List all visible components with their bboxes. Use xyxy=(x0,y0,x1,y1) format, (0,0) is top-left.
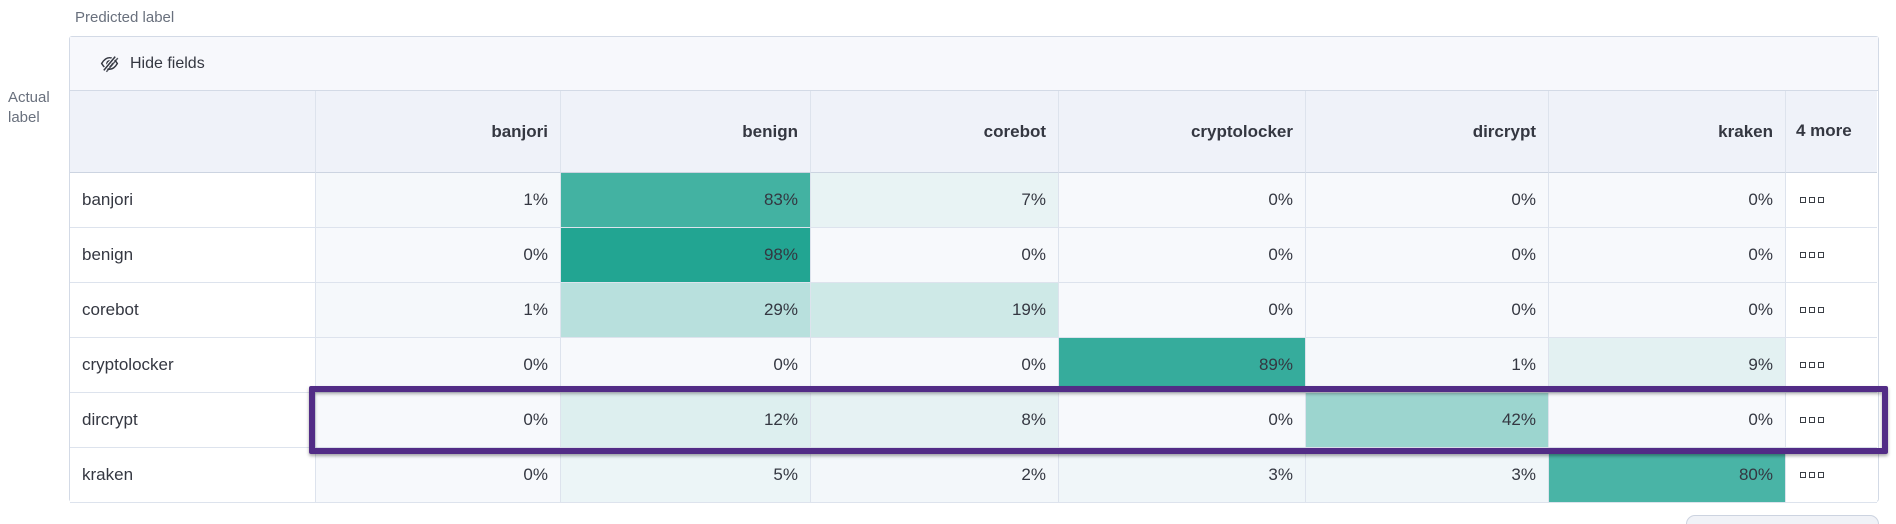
boxes-horizontal-icon xyxy=(1818,197,1824,203)
cell-cryptolocker-benign[interactable]: 0% xyxy=(561,338,811,393)
cell-banjori-corebot[interactable]: 7% xyxy=(811,173,1059,228)
boxes-horizontal-icon xyxy=(1809,472,1815,478)
hide-fields-button[interactable]: Hide fields xyxy=(70,37,1878,91)
cell-banjori-cryptolocker[interactable]: 0% xyxy=(1059,173,1306,228)
boxes-horizontal-icon xyxy=(1818,417,1824,423)
predicted-label-axis-title: Predicted label xyxy=(75,9,175,26)
cell-benign-cryptolocker[interactable]: 0% xyxy=(1059,228,1306,283)
cell-dircrypt-kraken[interactable]: 0% xyxy=(1549,393,1786,448)
row-actions-button-benign[interactable] xyxy=(1800,252,1824,258)
cell-corebot-cryptolocker[interactable]: 0% xyxy=(1059,283,1306,338)
row-actions-button-cryptolocker[interactable] xyxy=(1800,362,1824,368)
boxes-horizontal-icon xyxy=(1800,362,1806,368)
column-header-dircrypt[interactable]: dircrypt xyxy=(1306,91,1549,173)
cell-cryptolocker-dircrypt[interactable]: 1% xyxy=(1306,338,1549,393)
cell-dircrypt-banjori[interactable]: 0% xyxy=(316,393,561,448)
boxes-horizontal-icon xyxy=(1818,362,1824,368)
cell-kraken-corebot[interactable]: 2% xyxy=(811,448,1059,503)
cell-kraken-kraken[interactable]: 80% xyxy=(1549,448,1786,503)
horizontal-scrollbar-thumb[interactable] xyxy=(1686,515,1879,524)
cell-kraken-dircrypt[interactable]: 3% xyxy=(1306,448,1549,503)
boxes-horizontal-icon xyxy=(1818,472,1824,478)
cell-banjori-kraken[interactable]: 0% xyxy=(1549,173,1786,228)
cell-dircrypt-benign[interactable]: 12% xyxy=(561,393,811,448)
boxes-horizontal-icon xyxy=(1809,362,1815,368)
row-label-dircrypt[interactable]: dircrypt xyxy=(70,393,316,448)
row-label-banjori[interactable]: banjori xyxy=(70,173,316,228)
row-actions-button-kraken[interactable] xyxy=(1800,472,1824,478)
cell-kraken-cryptolocker[interactable]: 3% xyxy=(1059,448,1306,503)
row-actions-button-corebot[interactable] xyxy=(1800,307,1824,313)
cell-corebot-kraken[interactable]: 0% xyxy=(1549,283,1786,338)
cell-dircrypt-cryptolocker[interactable]: 0% xyxy=(1059,393,1306,448)
boxes-horizontal-icon xyxy=(1800,252,1806,258)
cell-corebot-dircrypt[interactable]: 0% xyxy=(1306,283,1549,338)
cell-banjori-dircrypt[interactable]: 0% xyxy=(1306,173,1549,228)
cell-benign-banjori[interactable]: 0% xyxy=(316,228,561,283)
boxes-horizontal-icon xyxy=(1800,417,1806,423)
row-label-kraken[interactable]: kraken xyxy=(70,448,316,503)
row-label-benign[interactable]: benign xyxy=(70,228,316,283)
cell-banjori-benign[interactable]: 83% xyxy=(561,173,811,228)
cell-benign-dircrypt[interactable]: 0% xyxy=(1306,228,1549,283)
row-actions-cell-corebot xyxy=(1786,283,1877,338)
boxes-horizontal-icon xyxy=(1818,307,1824,313)
cell-benign-corebot[interactable]: 0% xyxy=(811,228,1059,283)
boxes-horizontal-icon xyxy=(1809,307,1815,313)
row-actions-cell-cryptolocker xyxy=(1786,338,1877,393)
cell-cryptolocker-corebot[interactable]: 0% xyxy=(811,338,1059,393)
boxes-horizontal-icon xyxy=(1800,472,1806,478)
column-header-benign[interactable]: benign xyxy=(561,91,811,173)
row-actions-cell-benign xyxy=(1786,228,1877,283)
boxes-horizontal-icon xyxy=(1818,252,1824,258)
boxes-horizontal-icon xyxy=(1809,197,1815,203)
row-actions-cell-dircrypt xyxy=(1786,393,1877,448)
cell-cryptolocker-cryptolocker[interactable]: 89% xyxy=(1059,338,1306,393)
cell-corebot-banjori[interactable]: 1% xyxy=(316,283,561,338)
cell-corebot-benign[interactable]: 29% xyxy=(561,283,811,338)
cell-kraken-benign[interactable]: 5% xyxy=(561,448,811,503)
cell-benign-kraken[interactable]: 0% xyxy=(1549,228,1786,283)
cell-benign-benign[interactable]: 98% xyxy=(561,228,811,283)
row-actions-button-banjori[interactable] xyxy=(1800,197,1824,203)
column-header-banjori[interactable]: banjori xyxy=(316,91,561,173)
cell-dircrypt-corebot[interactable]: 8% xyxy=(811,393,1059,448)
cell-cryptolocker-banjori[interactable]: 0% xyxy=(316,338,561,393)
row-actions-button-dircrypt[interactable] xyxy=(1800,417,1824,423)
cell-banjori-banjori[interactable]: 1% xyxy=(316,173,561,228)
boxes-horizontal-icon xyxy=(1800,307,1806,313)
boxes-horizontal-icon xyxy=(1809,252,1815,258)
corner-header-cell xyxy=(70,91,316,173)
cell-cryptolocker-kraken[interactable]: 9% xyxy=(1549,338,1786,393)
actual-label-axis-title: Actual label xyxy=(8,89,50,127)
hide-fields-label: Hide fields xyxy=(130,54,205,72)
column-header-kraken[interactable]: kraken xyxy=(1549,91,1786,173)
row-actions-cell-kraken xyxy=(1786,448,1877,503)
row-actions-cell-banjori xyxy=(1786,173,1877,228)
confusion-matrix-grid: banjori benign corebot cryptolocker dircrypt… xyxy=(70,91,1878,503)
cell-kraken-banjori[interactable]: 0% xyxy=(316,448,561,503)
boxes-horizontal-icon xyxy=(1800,197,1806,203)
column-header-corebot[interactable]: corebot xyxy=(811,91,1059,173)
row-label-corebot[interactable]: corebot xyxy=(70,283,316,338)
boxes-horizontal-icon xyxy=(1809,417,1815,423)
row-label-cryptolocker[interactable]: cryptolocker xyxy=(70,338,316,393)
confusion-matrix-table: Hide fields banjori benign corebot cryptolo… xyxy=(69,36,1879,503)
column-header-cryptolocker[interactable]: cryptolocker xyxy=(1059,91,1306,173)
cell-corebot-corebot[interactable]: 19% xyxy=(811,283,1059,338)
eye-slash-icon xyxy=(100,55,119,73)
cell-dircrypt-dircrypt[interactable]: 42% xyxy=(1306,393,1549,448)
more-columns-header[interactable]: 4 more xyxy=(1786,91,1877,173)
